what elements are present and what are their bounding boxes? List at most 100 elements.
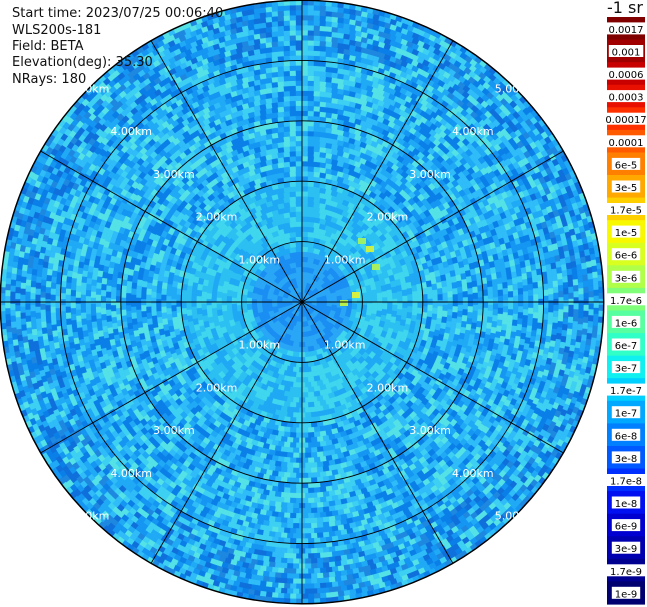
field-cell bbox=[452, 306, 459, 313]
field-cell bbox=[304, 366, 312, 373]
field-cell bbox=[289, 376, 297, 383]
field-cell bbox=[106, 279, 113, 286]
field-cell bbox=[507, 315, 514, 322]
field-cell bbox=[277, 86, 285, 93]
field-cell bbox=[111, 316, 118, 324]
field-cell bbox=[289, 386, 297, 393]
field-cell bbox=[292, 507, 300, 514]
field-cell bbox=[391, 286, 398, 294]
field-cell bbox=[307, 100, 315, 107]
field-cell bbox=[492, 285, 499, 292]
field-cell bbox=[301, 135, 309, 142]
field-cell bbox=[416, 307, 423, 315]
field-cell bbox=[307, 115, 315, 122]
field-cell bbox=[307, 216, 315, 223]
field-cell bbox=[286, 436, 294, 443]
field-cell bbox=[497, 301, 504, 309]
field-cell bbox=[283, 497, 291, 504]
field-cell bbox=[307, 160, 315, 167]
field-cell bbox=[500, 269, 507, 278]
field-cell bbox=[283, 105, 291, 112]
field-cell bbox=[482, 301, 489, 309]
field-cell bbox=[307, 135, 315, 142]
field-cell bbox=[313, 426, 321, 433]
field-cell bbox=[313, 166, 321, 173]
field-cell bbox=[292, 381, 300, 388]
field-cell bbox=[466, 282, 473, 289]
field-cell bbox=[130, 306, 137, 313]
field-cell bbox=[165, 307, 172, 315]
field-cell bbox=[502, 306, 509, 313]
field-cell bbox=[295, 130, 303, 137]
field-cell bbox=[295, 90, 303, 96]
field-cell bbox=[307, 90, 315, 97]
field-cell bbox=[407, 300, 413, 307]
field-cell bbox=[304, 412, 312, 418]
field-cell bbox=[295, 160, 303, 167]
field-cell bbox=[283, 151, 291, 158]
field-cell bbox=[397, 297, 403, 304]
field-cell bbox=[304, 507, 312, 514]
field-cell bbox=[295, 145, 303, 152]
field-cell bbox=[426, 310, 433, 318]
field-cell bbox=[511, 319, 518, 327]
field-cell bbox=[283, 85, 291, 92]
field-cell bbox=[437, 300, 444, 307]
field-cell bbox=[319, 126, 327, 133]
field-cell bbox=[216, 309, 223, 317]
field-cell bbox=[301, 221, 309, 227]
field-cell bbox=[100, 289, 107, 297]
field-cell bbox=[286, 446, 294, 453]
field-cell bbox=[307, 371, 315, 378]
field-cell bbox=[325, 112, 333, 119]
field-cell bbox=[382, 297, 388, 304]
field-cell bbox=[97, 269, 104, 278]
field-cell bbox=[301, 487, 309, 494]
field-cell bbox=[156, 280, 163, 288]
field-cell bbox=[135, 284, 143, 292]
field-cell bbox=[85, 295, 91, 303]
field-cell bbox=[313, 80, 321, 87]
field-cell bbox=[151, 315, 158, 323]
field-cell bbox=[90, 297, 96, 304]
field-cell bbox=[442, 304, 449, 312]
field-cell bbox=[507, 291, 514, 298]
field-cell bbox=[286, 462, 294, 469]
field-cell bbox=[512, 307, 519, 315]
field-cell bbox=[120, 297, 127, 304]
field-cell bbox=[295, 387, 303, 393]
field-cell bbox=[304, 422, 312, 429]
field-cell bbox=[115, 301, 122, 309]
field-cell bbox=[191, 294, 197, 301]
field-cell bbox=[325, 511, 333, 518]
field-cell bbox=[301, 261, 309, 268]
field-cell bbox=[90, 291, 97, 298]
field-cell bbox=[310, 477, 318, 484]
field-cell bbox=[120, 291, 127, 298]
field-cell bbox=[310, 462, 318, 469]
field-cell bbox=[411, 309, 418, 316]
field-cell bbox=[106, 320, 113, 328]
field-cell bbox=[221, 304, 228, 312]
field-cell bbox=[120, 309, 127, 316]
field-cell bbox=[289, 401, 297, 408]
field-cell bbox=[160, 306, 167, 313]
field-cell bbox=[313, 141, 321, 148]
field-cell bbox=[307, 432, 315, 439]
field-cell bbox=[106, 272, 114, 281]
field-cell bbox=[427, 292, 434, 300]
field-cell bbox=[295, 165, 303, 172]
field-cell bbox=[462, 297, 469, 304]
field-cell bbox=[501, 318, 508, 326]
field-cell bbox=[289, 226, 297, 233]
field-cell bbox=[313, 156, 321, 163]
field-cell bbox=[280, 461, 288, 468]
field-cell bbox=[304, 437, 312, 444]
field-cell bbox=[371, 301, 378, 309]
field-cell bbox=[313, 161, 321, 168]
field-cell bbox=[295, 95, 303, 102]
field-cell bbox=[447, 291, 454, 298]
field-cell bbox=[90, 315, 97, 322]
field-cell bbox=[211, 295, 217, 303]
field-cell bbox=[341, 293, 348, 301]
